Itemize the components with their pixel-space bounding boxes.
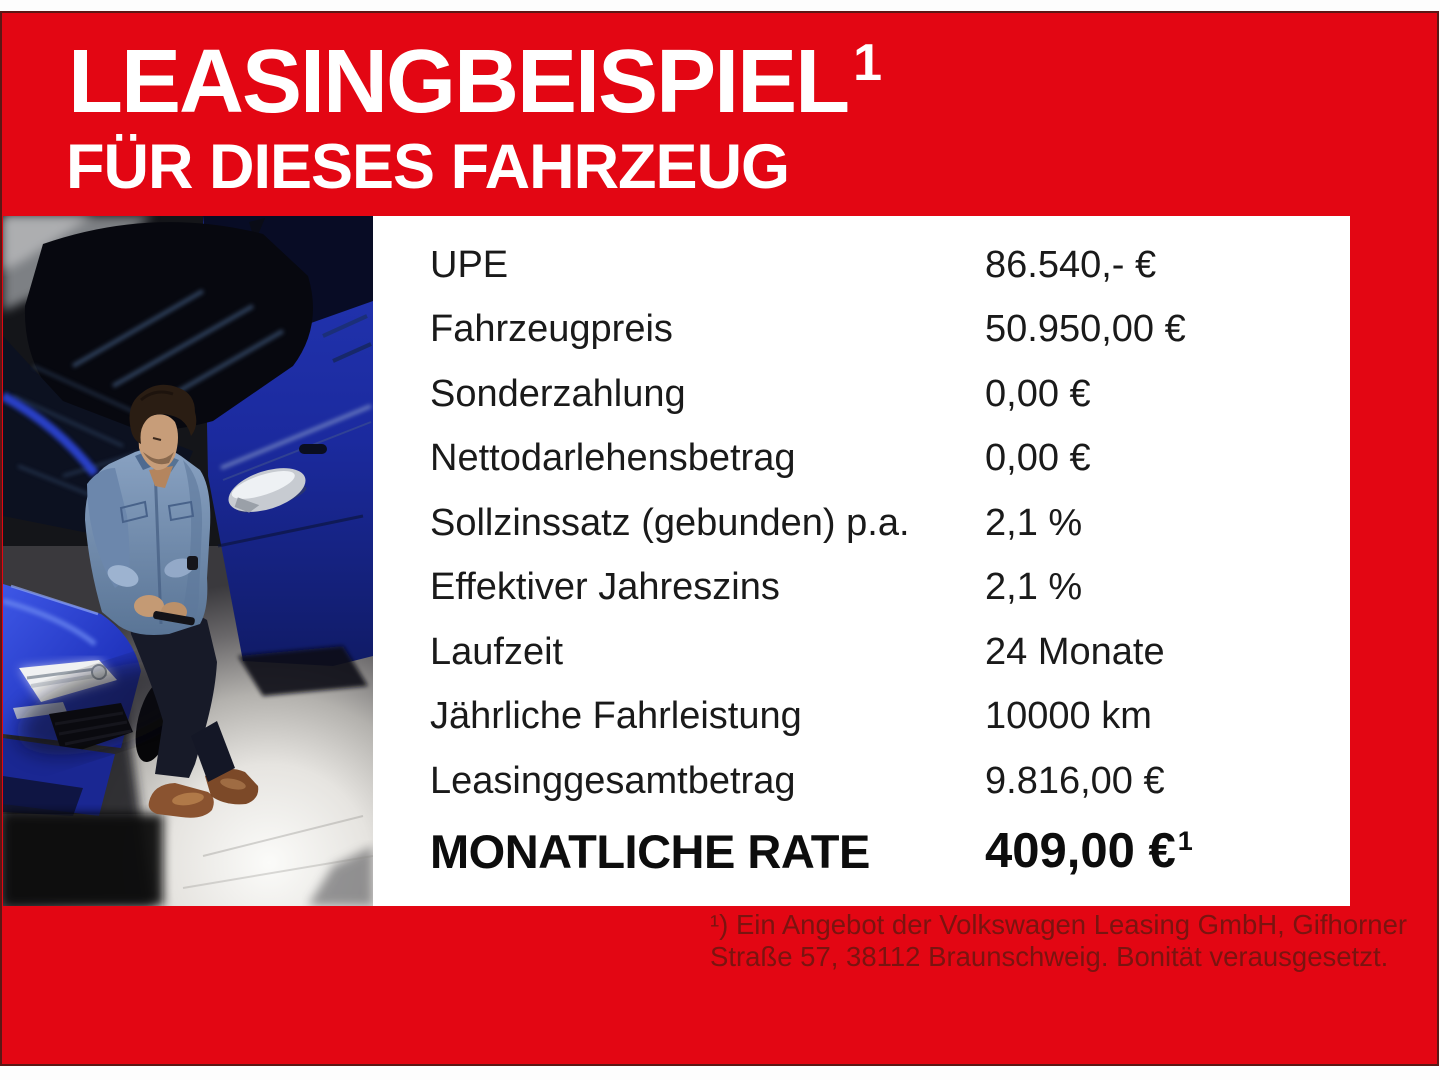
- vehicle-photo-illustration: [3, 216, 373, 906]
- lease-row-value: 10000 km: [985, 695, 1152, 738]
- lease-table-row: Sollzinssatz (gebunden) p.a. 2,1 %: [373, 491, 1350, 556]
- lease-row-value: 50.950,00 €: [985, 308, 1186, 351]
- monthly-rate-row: MONATLICHE RATE 409,00 €1: [373, 813, 1350, 889]
- lease-row-value: 2,1 %: [985, 566, 1083, 609]
- monthly-rate-superscript: 1: [1177, 826, 1193, 856]
- lease-row-value: 24 Monate: [985, 630, 1165, 673]
- monthly-rate-value: 409,00 €1: [985, 823, 1193, 879]
- lease-table-row: Fahrzeugpreis 50.950,00 €: [373, 298, 1350, 363]
- lease-row-value: 2,1 %: [985, 501, 1083, 544]
- leasing-details-panel: UPE 86.540,- € Fahrzeugpreis 50.950,00 €…: [373, 216, 1350, 906]
- monthly-rate-amount: 409,00 €: [985, 824, 1176, 878]
- monthly-rate-label: MONATLICHE RATE: [430, 824, 870, 878]
- lease-row-value: 0,00 €: [985, 437, 1091, 480]
- lease-row-label: UPE: [430, 243, 509, 286]
- page-title-text: LEASINGBEISPIEL: [68, 32, 850, 132]
- footnote-line-2: Straße 57, 38112 Braunschweig. Bonität v…: [710, 940, 1389, 972]
- lease-row-label: Fahrzeugpreis: [430, 308, 673, 351]
- lease-row-label: Effektiver Jahreszins: [430, 566, 780, 609]
- page-subtitle: FÜR DIESES FAHRZEUG: [66, 132, 790, 202]
- lease-row-label: Leasinggesamtbetrag: [430, 759, 796, 802]
- lease-table-row: Jährliche Fahrleistung 10000 km: [373, 685, 1350, 750]
- page-title: LEASINGBEISPIEL1: [68, 32, 882, 145]
- lease-row-value: 9.816,00 €: [985, 759, 1165, 802]
- lease-table-row: Effektiver Jahreszins 2,1 %: [373, 556, 1350, 621]
- lease-table-row: Nettodarlehensbetrag 0,00 €: [373, 427, 1350, 492]
- lease-row-label: Sollzinssatz (gebunden) p.a.: [430, 501, 910, 544]
- car-illustration: [3, 216, 373, 906]
- lease-row-label: Laufzeit: [430, 630, 564, 673]
- footnote-line-1: ¹) Ein Angebot der Volkswagen Leasing Gm…: [710, 909, 1408, 940]
- side-mirror: [228, 468, 307, 513]
- vehicle-photo: [3, 216, 373, 906]
- lease-row-value: 0,00 €: [985, 372, 1091, 415]
- footnote: ¹) Ein Angebot der Volkswagen Leasing Gm…: [710, 909, 1407, 972]
- page-title-superscript: 1: [853, 34, 883, 92]
- lease-table-row: Laufzeit 24 Monate: [373, 620, 1350, 685]
- lease-rows: UPE 86.540,- € Fahrzeugpreis 50.950,00 €…: [373, 233, 1350, 814]
- lease-table-row: Leasinggesamtbetrag 9.816,00 €: [373, 749, 1350, 814]
- lease-row-value: 86.540,- €: [985, 243, 1157, 286]
- lease-table-row: UPE 86.540,- €: [373, 233, 1350, 298]
- lease-row-label: Nettodarlehensbetrag: [430, 437, 796, 480]
- lease-row-label: Sonderzahlung: [430, 372, 686, 415]
- man-illustration: [85, 384, 259, 818]
- lease-table-row: Sonderzahlung 0,00 €: [373, 362, 1350, 427]
- lease-row-label: Jährliche Fahrleistung: [430, 695, 802, 738]
